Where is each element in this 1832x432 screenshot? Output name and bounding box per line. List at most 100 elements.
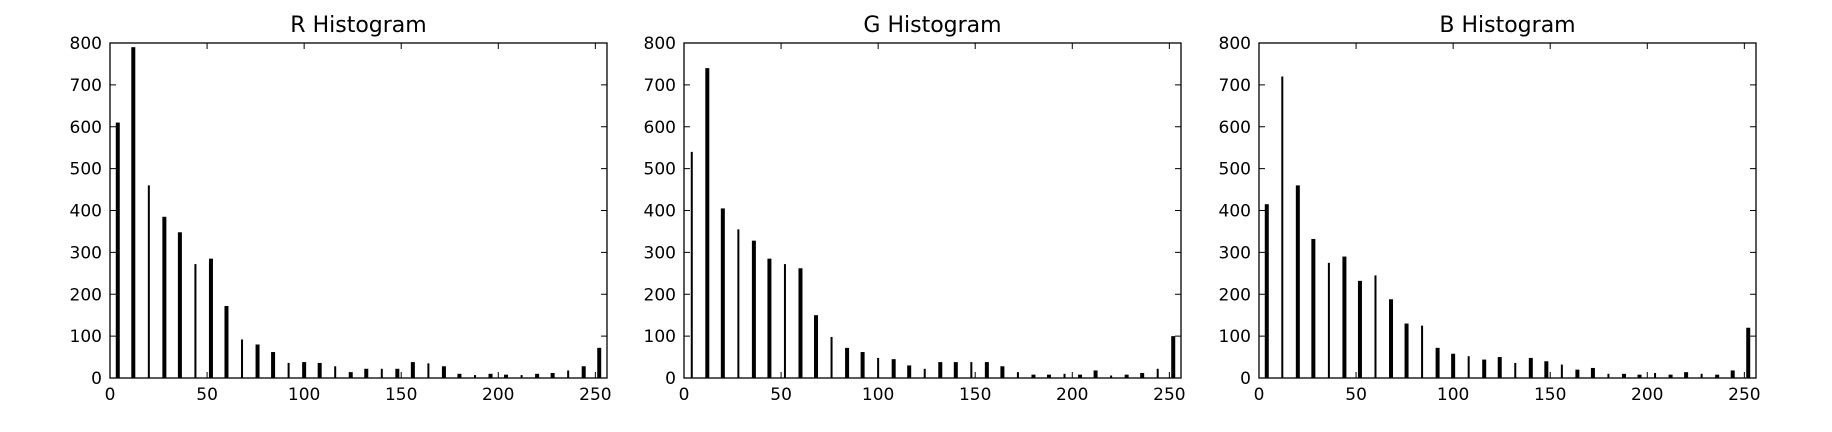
- x-tick-label: 150: [959, 385, 991, 405]
- y-tick-label: 400: [644, 202, 676, 222]
- histogram-bar: [162, 216, 167, 378]
- histogram-bar: [1093, 370, 1098, 378]
- x-tick-label: 0: [1254, 385, 1265, 405]
- histogram-bar: [1031, 374, 1036, 378]
- histogram-bar: [1295, 185, 1300, 378]
- y-tick-label: 600: [1219, 118, 1251, 138]
- b-histogram-panel: B Histogram 0 50 100 150 200 250 0 100 200 300 400…: [1219, 13, 1761, 405]
- histogram-bar: [814, 315, 819, 378]
- chart-title: R Histogram: [290, 13, 426, 38]
- histogram-bar: [504, 374, 509, 378]
- x-tick-label: 200: [1056, 385, 1088, 405]
- histogram-bar: [690, 151, 693, 378]
- y-tick-label: 100: [70, 327, 102, 347]
- histogram-bar: [535, 373, 540, 378]
- y-tick-label: 300: [1219, 243, 1251, 263]
- x-tick-label: 100: [1437, 385, 1469, 405]
- histogram-bar: [1497, 357, 1502, 378]
- histogram-bar: [1467, 356, 1470, 378]
- histogram-bar: [1000, 366, 1005, 378]
- histogram-bar: [348, 372, 353, 378]
- histogram-bar: [131, 47, 136, 378]
- histogram-bar: [1156, 368, 1159, 378]
- y-tick-label: 500: [1219, 160, 1251, 180]
- x-tick-label: 200: [1631, 385, 1663, 405]
- histogram-bar: [1528, 357, 1533, 378]
- y-tick-label: 700: [70, 76, 102, 96]
- histogram-bar: [597, 347, 602, 378]
- histogram-bar: [1404, 323, 1409, 378]
- x-tick-label: 100: [288, 385, 320, 405]
- histogram-bar: [907, 365, 912, 378]
- histogram-bar: [1124, 374, 1129, 378]
- y-tick-label: 0: [91, 369, 102, 389]
- histogram-bar: [751, 240, 756, 378]
- histogram-bar: [984, 362, 989, 378]
- histogram-bar: [302, 362, 307, 378]
- y-tick-label: 800: [1219, 34, 1251, 54]
- histogram-bar: [720, 208, 725, 378]
- histogram-bar: [550, 372, 555, 378]
- histogram-bar: [1637, 374, 1642, 378]
- histogram-bar: [147, 185, 150, 378]
- histogram-bar: [427, 363, 430, 378]
- histogram-bar: [1621, 373, 1626, 378]
- plot-frame: [683, 42, 1182, 379]
- plot-frame: [1258, 42, 1757, 379]
- histogram-bar: [488, 373, 493, 378]
- histogram-bar: [1342, 256, 1347, 378]
- y-tick-label: 800: [70, 34, 102, 54]
- histogram-bar: [737, 229, 740, 378]
- histogram-bar: [1715, 374, 1720, 378]
- chart-title: G Histogram: [863, 13, 1001, 38]
- histogram-bar: [891, 359, 896, 378]
- histogram-bar: [473, 375, 476, 378]
- histogram-bar: [1389, 299, 1394, 378]
- histogram-bar: [364, 368, 369, 378]
- histogram-bar: [1514, 362, 1517, 378]
- y-tick-label: 300: [70, 243, 102, 263]
- histogram-bar: [395, 368, 400, 378]
- histogram-bar: [923, 368, 926, 378]
- histogram-bar: [1590, 367, 1595, 378]
- y-tick-label: 500: [70, 160, 102, 180]
- histogram-bar: [441, 366, 446, 378]
- histogram-bar: [767, 258, 772, 378]
- histogram-bar: [1078, 374, 1083, 378]
- histogram-bar: [194, 264, 197, 378]
- histogram-bar: [1700, 373, 1703, 378]
- y-tick-label: 400: [1219, 202, 1251, 222]
- plot-frame: [109, 42, 608, 379]
- histogram-bar: [457, 373, 462, 378]
- histogram-bar: [1281, 76, 1284, 378]
- histogram-bar: [1668, 374, 1673, 378]
- x-tick-label: 150: [1534, 385, 1566, 405]
- y-tick-label: 200: [1219, 285, 1251, 305]
- histogram-bar: [208, 258, 213, 378]
- histogram-bar: [1311, 238, 1316, 378]
- histogram-bar: [115, 122, 120, 378]
- histogram-bar: [1451, 353, 1456, 378]
- histogram-bar: [1327, 262, 1330, 378]
- histogram-bar: [581, 366, 586, 378]
- x-tick-label: 150: [385, 385, 417, 405]
- x-tick-label: 250: [579, 385, 611, 405]
- histogram-bar: [953, 362, 958, 378]
- r-histogram-panel: R Histogram 0 50 100 150 200 250 0 100 200 300 400…: [70, 13, 612, 405]
- histogram-bar: [380, 368, 383, 378]
- histogram-bar: [1046, 374, 1051, 378]
- x-tick-label: 100: [862, 385, 894, 405]
- histogram-bar: [177, 232, 182, 378]
- histogram-bar: [970, 362, 973, 378]
- y-tick-label: 0: [1240, 369, 1251, 389]
- x-tick-label: 0: [105, 385, 116, 405]
- histogram-bar: [783, 264, 786, 378]
- histogram-bar: [520, 375, 523, 378]
- histogram-bar: [1140, 372, 1145, 378]
- histogram-bar: [1435, 347, 1440, 378]
- x-tick-label: 250: [1153, 385, 1185, 405]
- histogram-bar: [1684, 372, 1689, 378]
- y-tick-label: 600: [644, 118, 676, 138]
- histogram-bar: [830, 336, 833, 378]
